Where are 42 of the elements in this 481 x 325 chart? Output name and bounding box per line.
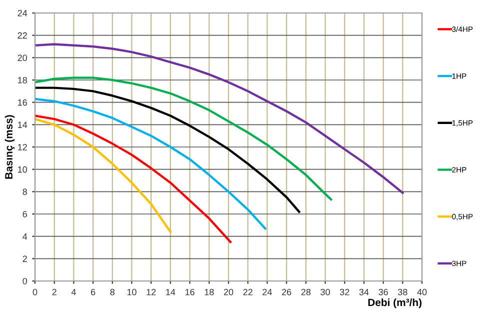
y-tick-label: 20 [18,54,28,62]
y-tick-label: 10 [18,166,28,173]
x-tick-label: 36 [378,288,388,296]
x-tick-label: 30 [320,288,330,296]
y-tick-label: 2 [22,256,27,262]
y-tick-label: 14 [18,122,28,128]
x-tick-label: 6 [91,288,96,296]
x-tick-label: 18 [204,288,214,296]
y-axis-title: Basınç (mss) [4,115,15,179]
y-tick-label: 12 [18,144,27,150]
y-tick-label: 4 [22,233,28,240]
x-tick-label: 0 [32,288,38,296]
line-series [35,114,232,244]
y-tick-label: 0 [22,278,28,284]
x-tick-label: 34 [359,288,369,296]
x-tick-label: 22 [243,288,252,296]
x-tick-label: 26 [282,288,292,296]
y-tick-label: 22 [18,32,27,39]
x-tick-label: 8 [110,288,115,296]
x-tick-label: 38 [398,288,408,296]
x-tick-label: 12 [146,288,156,296]
y-tick-label: 8 [22,188,27,196]
line-series [35,118,172,233]
y-tick-label: 16 [18,99,27,106]
x-tick-label: 2 [52,288,56,296]
x-tick-label: 20 [224,288,234,296]
line-series [35,43,404,194]
y-tick-label: 18 [18,76,27,84]
line-series [35,98,266,230]
line-series [35,86,300,213]
x-tick-label: 24 [262,288,272,296]
y-tick-label: 6 [22,210,27,218]
y-tick-label: 24 [18,10,28,16]
x-tick-label: 14 [166,288,176,296]
x-tick-label: 16 [185,288,194,296]
x-tick-label: 4 [71,288,76,296]
x-tick-label: 40 [417,288,427,296]
x-tick-label: 32 [340,288,350,296]
x-tick-label: 28 [301,288,311,296]
x-axis-title: Debi (m³/h) [368,298,422,308]
x-tick-label: 10 [127,288,136,296]
line-series [35,76,332,201]
